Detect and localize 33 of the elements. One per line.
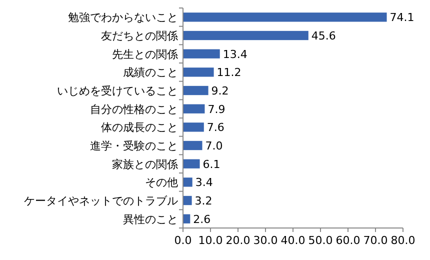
x-tick-label: 30.0 bbox=[253, 234, 278, 247]
x-tick-label: 60.0 bbox=[336, 234, 360, 247]
y-tick-label: ケータイやネットでのトラブル bbox=[24, 194, 178, 208]
y-tick-label: 先生との関係 bbox=[112, 48, 178, 61]
x-tick-label: 20.0 bbox=[226, 234, 250, 247]
data-label: 13.4 bbox=[222, 48, 248, 61]
data-label: 3.2 bbox=[194, 194, 212, 208]
data-label: 9.2 bbox=[211, 84, 229, 98]
x-tick-label: 80.0 bbox=[390, 234, 416, 247]
data-label: 45.6 bbox=[311, 30, 336, 42]
y-tick-label: 自分の性格のこと bbox=[90, 102, 178, 116]
x-tick-label: 50.0 bbox=[308, 234, 333, 247]
data-label: 6.1 bbox=[202, 158, 220, 171]
data-label: 3.4 bbox=[195, 176, 213, 190]
y-tick-label: その他 bbox=[145, 176, 178, 190]
y-tick-label: 家族との関係 bbox=[112, 158, 178, 171]
data-label: 2.6 bbox=[193, 212, 211, 226]
y-tick-label: いじめを受けていること bbox=[57, 84, 178, 98]
data-label: 7.0 bbox=[205, 140, 223, 152]
y-tick-label: 進学・受験のこと bbox=[90, 140, 178, 152]
data-label: 7.9 bbox=[208, 102, 226, 116]
y-tick-label: 勉強でわからないこと bbox=[68, 11, 178, 24]
y-tick-label: 異性のこと bbox=[123, 212, 178, 226]
x-tick-label: 10.0 bbox=[198, 234, 223, 247]
x-tick-label: 40.0 bbox=[280, 234, 306, 247]
y-tick-label: 友だちとの関係 bbox=[101, 30, 178, 42]
data-label: 74.1 bbox=[390, 11, 414, 24]
data-label: 7.6 bbox=[206, 121, 224, 134]
x-tick-label: 70.0 bbox=[363, 234, 388, 247]
y-tick-label: 体の成長のこと bbox=[101, 121, 178, 134]
x-tick-label: 0.0 bbox=[174, 234, 192, 247]
y-tick-label: 成績のこと bbox=[123, 66, 178, 80]
data-label: 11.2 bbox=[216, 66, 242, 80]
